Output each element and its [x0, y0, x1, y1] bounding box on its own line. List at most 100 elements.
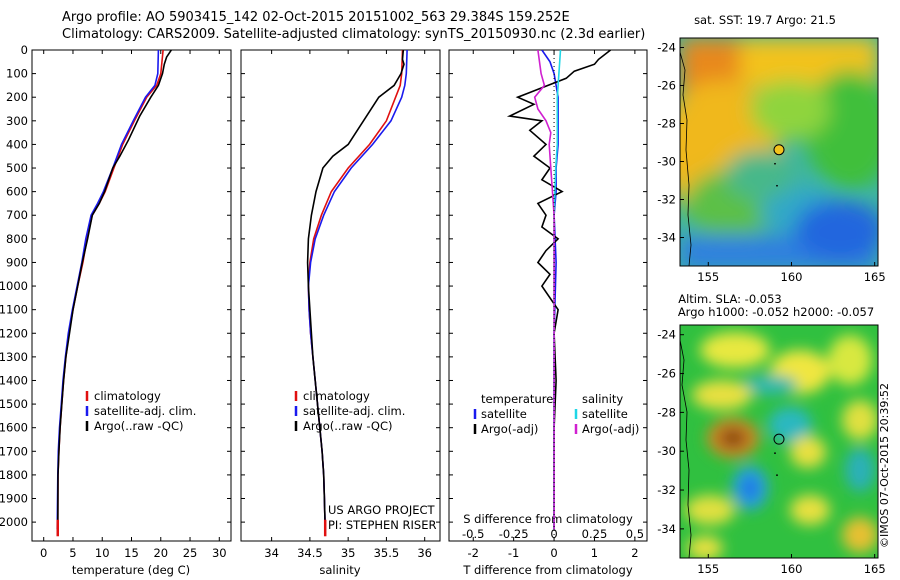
sal-xtick-label: 36: [417, 546, 432, 560]
depth-tick-label: 1800: [0, 468, 28, 482]
sst-track-dot: [776, 184, 778, 187]
temp-line-1: [56, 50, 160, 530]
sdiff-legend-label: salinity: [582, 392, 623, 406]
depth-tick-label: 1400: [0, 373, 28, 387]
depth-tick-label: 0: [21, 43, 28, 57]
tdiff-legend-label: Argo(-adj): [481, 422, 538, 436]
diff-line-1: [506, 50, 612, 530]
depth-tick-label: 200: [6, 90, 28, 104]
sal-xtick-label: 35.5: [374, 546, 400, 560]
diff-xtick-label: 1: [591, 546, 598, 560]
tdiff-legend-label: satellite: [481, 407, 527, 421]
temp-xtick-label: 20: [153, 546, 168, 560]
temp-line-2: [57, 50, 172, 530]
temp-xtick-label: 0: [40, 546, 47, 560]
temp-legend-label: satellite-adj. clim.: [94, 404, 196, 418]
sst-ytick-label: -26: [657, 79, 676, 93]
depth-tick-label: 900: [6, 255, 28, 269]
temp-line-0: [57, 50, 164, 530]
depth-tick-label: 1600: [0, 421, 28, 435]
figure-subtitle: Climatology: CARS2009. Satellite-adjuste…: [62, 27, 646, 42]
sal-xtick-label: 34.5: [297, 546, 323, 560]
sdiff-tick-label: 0.5: [626, 527, 644, 541]
sla-ytick-label: -28: [657, 405, 676, 419]
sst-ytick-label: -30: [657, 155, 676, 169]
project-label: US ARGO PROJECT: [328, 503, 436, 517]
temp-legend-label: climatology: [94, 389, 161, 403]
depth-tick-label: 400: [6, 137, 28, 151]
temp-legend-label: Argo(..raw -QC): [94, 419, 184, 433]
sla-argo-marker: [773, 433, 785, 445]
temp-xtick-label: 15: [124, 546, 139, 560]
depth-tick-label: 600: [6, 185, 28, 199]
diff-xtick-label: -2: [468, 546, 479, 560]
temp-axis-label: temperature (deg C): [72, 563, 190, 577]
sst-xtick-label: 165: [864, 270, 886, 284]
depth-tick-label: 300: [6, 114, 28, 128]
sla-track-dot: [774, 452, 776, 455]
depth-tick-label: 2000: [0, 515, 28, 529]
sdiff-tick-label: 0.25: [582, 527, 608, 541]
depth-tick-label: 700: [6, 208, 28, 222]
sla-ytick-label: -26: [657, 367, 676, 381]
figure-title: Argo profile: AO 5903415_142 02-Oct-2015…: [62, 10, 570, 25]
sla-xtick-label: 165: [864, 562, 886, 576]
diff-xtick-label: 0: [550, 546, 557, 560]
sst-ytick-label: -28: [657, 117, 676, 131]
sal-legend-label: Argo(..raw -QC): [303, 419, 393, 433]
sst-map: [680, 38, 878, 266]
depth-tick-label: 500: [6, 161, 28, 175]
sla-map-title: Altim. SLA: -0.053: [678, 292, 782, 306]
depth-tick-label: 1000: [0, 279, 28, 293]
diff-xtick-label: 2: [631, 546, 638, 560]
sst-ytick-label: -32: [657, 193, 676, 207]
depth-tick-label: 800: [6, 232, 28, 246]
sla-track-dot: [776, 474, 778, 477]
sdiff-tick-label: 0: [550, 527, 557, 541]
depth-tick-label: 100: [6, 67, 28, 81]
sal-axis-label: salinity: [319, 563, 360, 577]
temp-xtick-label: 5: [69, 546, 76, 560]
sal-legend-label: satellite-adj. clim.: [303, 404, 405, 418]
sal-xtick-label: 34: [264, 546, 279, 560]
sst-ytick-label: -34: [657, 231, 676, 245]
sla-map-frame: [679, 324, 879, 559]
sal-xtick-label: 35: [341, 546, 356, 560]
sal-series-group: [306, 50, 408, 537]
sla-ytick-label: -34: [657, 522, 676, 536]
sst-xtick-label: 155: [697, 270, 719, 284]
sal-panel-frame: [240, 49, 441, 542]
sla-coastline: [679, 339, 692, 559]
sst-ytick-label: -24: [657, 41, 676, 55]
sst-xtick-label: 160: [781, 270, 803, 284]
temp-series-group: [56, 50, 172, 537]
sdiff-tick-label: -0.5: [462, 527, 484, 541]
depth-tick-label: 1100: [0, 303, 28, 317]
sdiff-legend-label: Argo(-adj): [582, 422, 639, 436]
sst-map-title: sat. SST: 19.7 Argo: 21.5: [694, 13, 836, 27]
tdiff-axis-label: T difference from climatology: [462, 563, 633, 577]
sdiff-axis-label: S difference from climatology: [463, 512, 633, 526]
sdiff-legend-label: satellite: [582, 407, 628, 421]
sst-track-dot: [774, 162, 776, 165]
sla-xtick-label: 155: [697, 562, 719, 576]
sla-map: [680, 325, 878, 558]
pi-label: PI: STEPHEN RISER: [328, 518, 437, 532]
tdiff-legend-label: temperature: [481, 392, 553, 406]
sst-map-frame: [679, 37, 879, 267]
depth-tick-label: 1200: [0, 326, 28, 340]
sla-ytick-label: -24: [657, 328, 676, 342]
depth-tick-label: 1300: [0, 350, 28, 364]
diff-panel-frame: [448, 49, 648, 542]
depth-tick-label: 1900: [0, 492, 28, 506]
temp-xtick-label: 25: [183, 546, 198, 560]
depth-tick-label: 1700: [0, 444, 28, 458]
sst-coastline: [679, 51, 692, 267]
diff-line-3: [533, 50, 555, 530]
sst-argo-marker: [773, 144, 785, 156]
diff-xtick-label: -1: [508, 546, 519, 560]
temp-xtick-label: 30: [212, 546, 227, 560]
sal-line-2: [306, 50, 405, 530]
sdiff-tick-label: -0.25: [499, 527, 529, 541]
